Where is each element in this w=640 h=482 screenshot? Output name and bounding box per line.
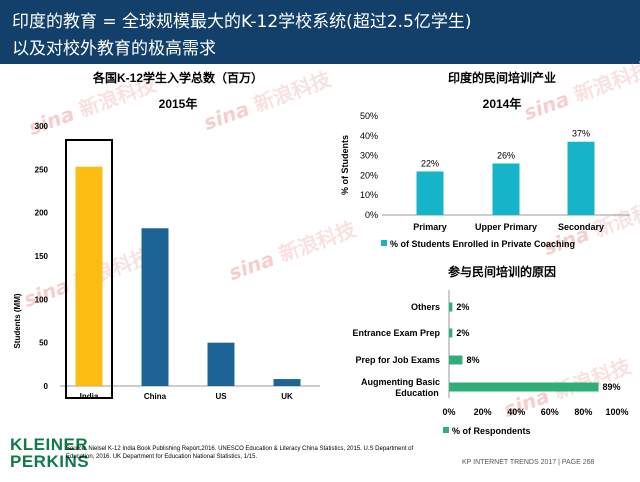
y-axis-label: Students (MM) [13,293,22,348]
bar-upper-primary [492,163,520,215]
chart-subtitle: 2015年 [159,96,198,111]
page-title-line-1: 印度的教育 = 全球规模最大的K-12学校系统(超过2.5亿学生) [12,12,472,32]
category-label: Upper Primary [475,222,537,232]
legend-label: % of Respondents [452,426,531,436]
x-tick-label: 60% [541,407,559,417]
private-coaching-bar-chart: 印度的民间培训产业 2014年 % of Students 0% 10% 20% 30… [340,70,630,249]
y-tick-label: 40% [360,131,378,141]
bar-entrance-exam-prep [449,328,453,338]
bar-primary [416,171,444,215]
category-label: India [80,392,99,401]
data-label: 37% [572,129,590,139]
bar-augmenting-basic-education [449,382,599,392]
category-label: Entrance Exam Prep [352,328,440,338]
data-label: 26% [497,151,515,161]
y-tick-label: 100 [35,295,49,304]
page-number: KP INTERNET TRENDS 2017 | PAGE 268 [462,459,595,466]
data-label: 22% [421,158,439,168]
category-label: UK [281,392,293,401]
enrollment-bar-chart: 各国K-12学生入学总数（百万） 2015年 Students (MM) 0 50… [13,70,320,401]
y-tick-label: 150 [35,252,49,261]
bar-us [207,342,235,386]
legend-swatch [443,427,449,433]
logo-line-1: KLEINER [10,435,89,454]
category-label: Augmenting Basic Education [361,377,440,398]
bar-india [75,166,103,386]
legend-label: % of Students Enrolled in Private Coachi… [390,239,575,249]
chart-subtitle: 2014年 [483,96,522,111]
category-label: Others [411,302,440,312]
category-label: Prep for Job Exams [355,355,440,365]
chart-title: 各国K-12学生入学总数（百万） [92,70,263,85]
y-tick-label: 20% [360,170,378,180]
india-highlight-box [65,139,113,399]
bar-china [141,228,169,386]
x-tick-label: 20% [474,407,492,417]
legend-swatch [381,240,387,246]
x-tick-label: 0% [442,407,455,417]
category-label: China [144,392,167,401]
y-tick-label: 50% [360,111,378,121]
data-label: 89% [603,382,621,392]
y-tick-label: 0% [365,210,378,220]
category-label: US [215,392,227,401]
chart-title: 参与民间培训的原因 [448,264,556,279]
chart-title: 印度的民间培训产业 [448,70,556,85]
x-tick-label: 80% [574,407,592,417]
kleiner-perkins-logo: KLEINER PERKINS [10,436,89,470]
y-tick-label: 50 [39,339,48,348]
data-label: 8% [466,355,479,365]
y-tick-label: 300 [35,122,49,131]
y-tick-label: 250 [35,165,49,174]
logo-line-2: PERKINS [10,452,90,471]
category-label: Primary [413,222,447,232]
bar-uk [273,379,301,386]
y-tick-label: 10% [360,190,378,200]
x-tick-label: 100% [605,407,628,417]
bar-others [449,302,453,312]
source-note: Source: Nielsel K-12 India Book Publishi… [66,446,414,460]
category-label: Secondary [558,222,604,232]
x-tick-label: 40% [507,407,525,417]
page-title-line-2: 以及对校外教育的极高需求 [12,39,216,59]
bar-secondary [567,141,595,215]
y-tick-label: 0 [44,382,49,391]
reasons-bar-chart: 参与民间培训的原因 2% 2% 8% 89% Others Entrance Exam … [352,264,628,436]
title-banner: 印度的教育 = 全球规模最大的K-12学校系统(超过2.5亿学生) 以及对校外教… [0,0,640,64]
y-tick-label: 200 [35,209,49,218]
data-label: 2% [456,302,469,312]
y-tick-label: 30% [360,151,378,161]
y-axis-label: % of Students [340,135,350,195]
bar-prep-for-job-exams [449,355,463,365]
data-label: 2% [456,328,469,338]
